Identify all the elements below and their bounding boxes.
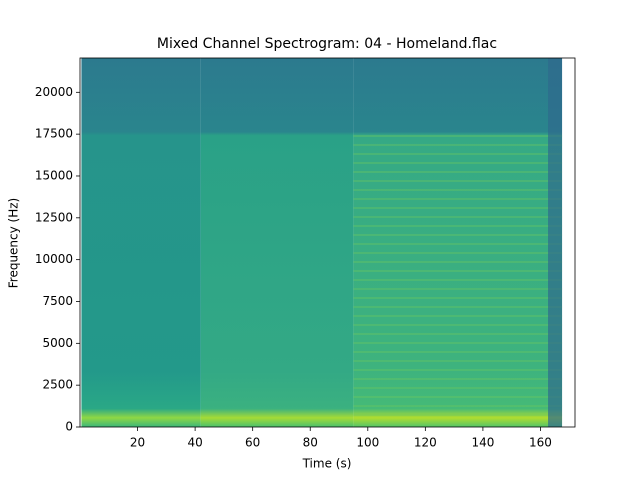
x-axis-label: Time (s): [302, 457, 352, 471]
x-tick-label: 100: [356, 436, 379, 450]
spectrogram-segment: [200, 58, 354, 427]
y-tick-label: 7500: [42, 294, 73, 308]
x-tick-label: 60: [245, 436, 260, 450]
y-tick-label: 17500: [35, 127, 73, 141]
spectrogram-segment: [81, 58, 201, 427]
chart-title: Mixed Channel Spectrogram: 04 - Homeland…: [157, 36, 497, 52]
x-tick-label: 80: [303, 436, 318, 450]
spectrogram-stripes: [353, 134, 563, 417]
y-tick-label: 0: [65, 420, 73, 434]
x-tick-label: 160: [529, 436, 552, 450]
y-tick-label: 15000: [35, 168, 73, 182]
x-tick-label: 120: [414, 436, 437, 450]
plot-frame: [79, 57, 576, 428]
y-tick-label: 2500: [42, 378, 73, 392]
y-tick-label: 10000: [35, 252, 73, 266]
x-tick-label: 140: [471, 436, 494, 450]
y-axis-label: Frequency (Hz): [7, 198, 21, 289]
x-tick-label: 40: [187, 436, 202, 450]
y-tick-label: 12500: [35, 210, 73, 224]
y-tick-label: 5000: [42, 336, 73, 350]
x-tick-label: 20: [130, 436, 145, 450]
y-tick-label: 20000: [35, 85, 73, 99]
spectrogram-fade: [548, 58, 563, 427]
